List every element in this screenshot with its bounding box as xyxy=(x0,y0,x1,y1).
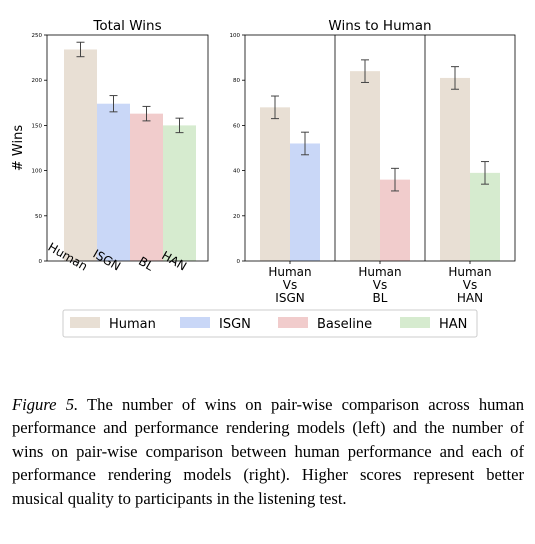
xtick-label-group-2-line-0: Human xyxy=(448,265,491,279)
xtick-label-bl: BL xyxy=(136,254,156,274)
bar-total-bl xyxy=(130,113,163,261)
right-ytick-label-0: 0 xyxy=(237,259,241,265)
left-ytick-label-100: 100 xyxy=(32,169,43,175)
xtick-label-group-2-line-2: HAN xyxy=(457,291,483,305)
xtick-label-group-0-line-1: Vs xyxy=(283,278,297,292)
legend-label-human: Human xyxy=(109,317,156,332)
bar-total-human xyxy=(64,49,97,261)
left-plot-frame xyxy=(46,34,209,262)
legend-label-baseline: Baseline xyxy=(317,317,372,332)
legend-swatch-han xyxy=(400,317,430,328)
right-ytick-label-60: 60 xyxy=(233,123,240,129)
left-ytick-label-50: 50 xyxy=(35,214,42,220)
legend: Human ISGN Baseline HAN xyxy=(62,309,478,338)
xtick-label-group-1-line-1: Vs xyxy=(373,278,387,292)
right-ytick-label-20: 20 xyxy=(233,214,240,220)
bar-total-isgn xyxy=(97,103,130,261)
figure-caption: Figure 5. The number of wins on pair-wis… xyxy=(12,393,524,510)
right-ytick-label-40: 40 xyxy=(233,169,240,175)
xtick-label-group-0-line-2: ISGN xyxy=(275,291,304,305)
legend-swatch-isgn xyxy=(180,317,210,328)
xtick-label-group-1-line-2: BL xyxy=(373,291,388,305)
bar-group-1-1 xyxy=(380,179,410,261)
xtick-label-group-2-line-1: Vs xyxy=(463,278,477,292)
left-ytick-label-0: 0 xyxy=(39,259,43,265)
left-ytick-label-150: 150 xyxy=(32,123,43,129)
caption-label: Figure 5. xyxy=(12,395,79,414)
y-axis-label: # Wins xyxy=(11,125,26,171)
bar-group-2-0 xyxy=(440,77,470,261)
left-ytick-label-200: 200 xyxy=(32,78,43,84)
bar-group-1-0 xyxy=(350,71,380,261)
left-ytick-label-250: 250 xyxy=(32,33,43,39)
bar-group-0-1 xyxy=(290,143,320,261)
wins-to-human-chart: 020406080100HumanVsISGNHumanVsBLHumanVsH… xyxy=(230,18,516,305)
right-ytick-label-80: 80 xyxy=(233,78,240,84)
right-ytick-label-100: 100 xyxy=(230,33,241,39)
caption-text: The number of wins on pair-wise comparis… xyxy=(12,395,524,508)
xtick-label-group-0-line-0: Human xyxy=(268,265,311,279)
bar-total-han xyxy=(163,125,196,262)
legend-swatch-baseline xyxy=(278,317,308,328)
right-chart-title: Wins to Human xyxy=(328,18,431,34)
right-plot-frame xyxy=(244,34,516,262)
legend-label-isgn: ISGN xyxy=(219,317,251,332)
left-chart-title: Total Wins xyxy=(92,18,161,34)
bar-group-0-0 xyxy=(260,107,290,261)
legend-label-han: HAN xyxy=(439,317,467,332)
xtick-label-group-1-line-0: Human xyxy=(358,265,401,279)
legend-swatch-human xyxy=(70,317,100,328)
legend-frame xyxy=(62,309,478,338)
bar-group-2-1 xyxy=(470,172,500,261)
